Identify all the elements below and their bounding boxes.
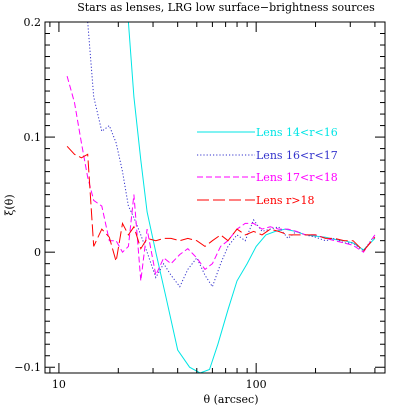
plot-series bbox=[66, 22, 376, 373]
axis-ticks: 10 100 −0.1 0 0.1 0.2 bbox=[14, 16, 385, 391]
series-line-1 bbox=[127, 22, 376, 373]
legend-label-1: Lens 14<r<16 bbox=[256, 126, 338, 139]
y-axis-label: ξ(θ) bbox=[3, 194, 16, 215]
x-axis-label: θ (arcsec) bbox=[204, 393, 259, 406]
y-tick-label: −0.1 bbox=[14, 361, 41, 374]
x-tick-label: 10 bbox=[52, 378, 66, 391]
legend-label-4: Lens r>18 bbox=[256, 194, 315, 207]
plot-frame bbox=[44, 21, 386, 374]
y-tick-label: 0.2 bbox=[24, 16, 42, 29]
legend-label-3: Lens 17<r<18 bbox=[256, 171, 338, 184]
legend-label-2: Lens 16<r<17 bbox=[256, 149, 338, 162]
x-tick-label: 100 bbox=[246, 378, 267, 391]
legend: Lens 14<r<16 Lens 16<r<17 Lens 17<r<18 Lens… bbox=[197, 126, 338, 207]
y-tick-label: 0.1 bbox=[24, 131, 42, 144]
chart-title: Stars as lenses, LRG low surface−brightn… bbox=[77, 1, 375, 14]
series-line-4 bbox=[66, 145, 376, 262]
y-tick-label: 0 bbox=[34, 246, 41, 259]
